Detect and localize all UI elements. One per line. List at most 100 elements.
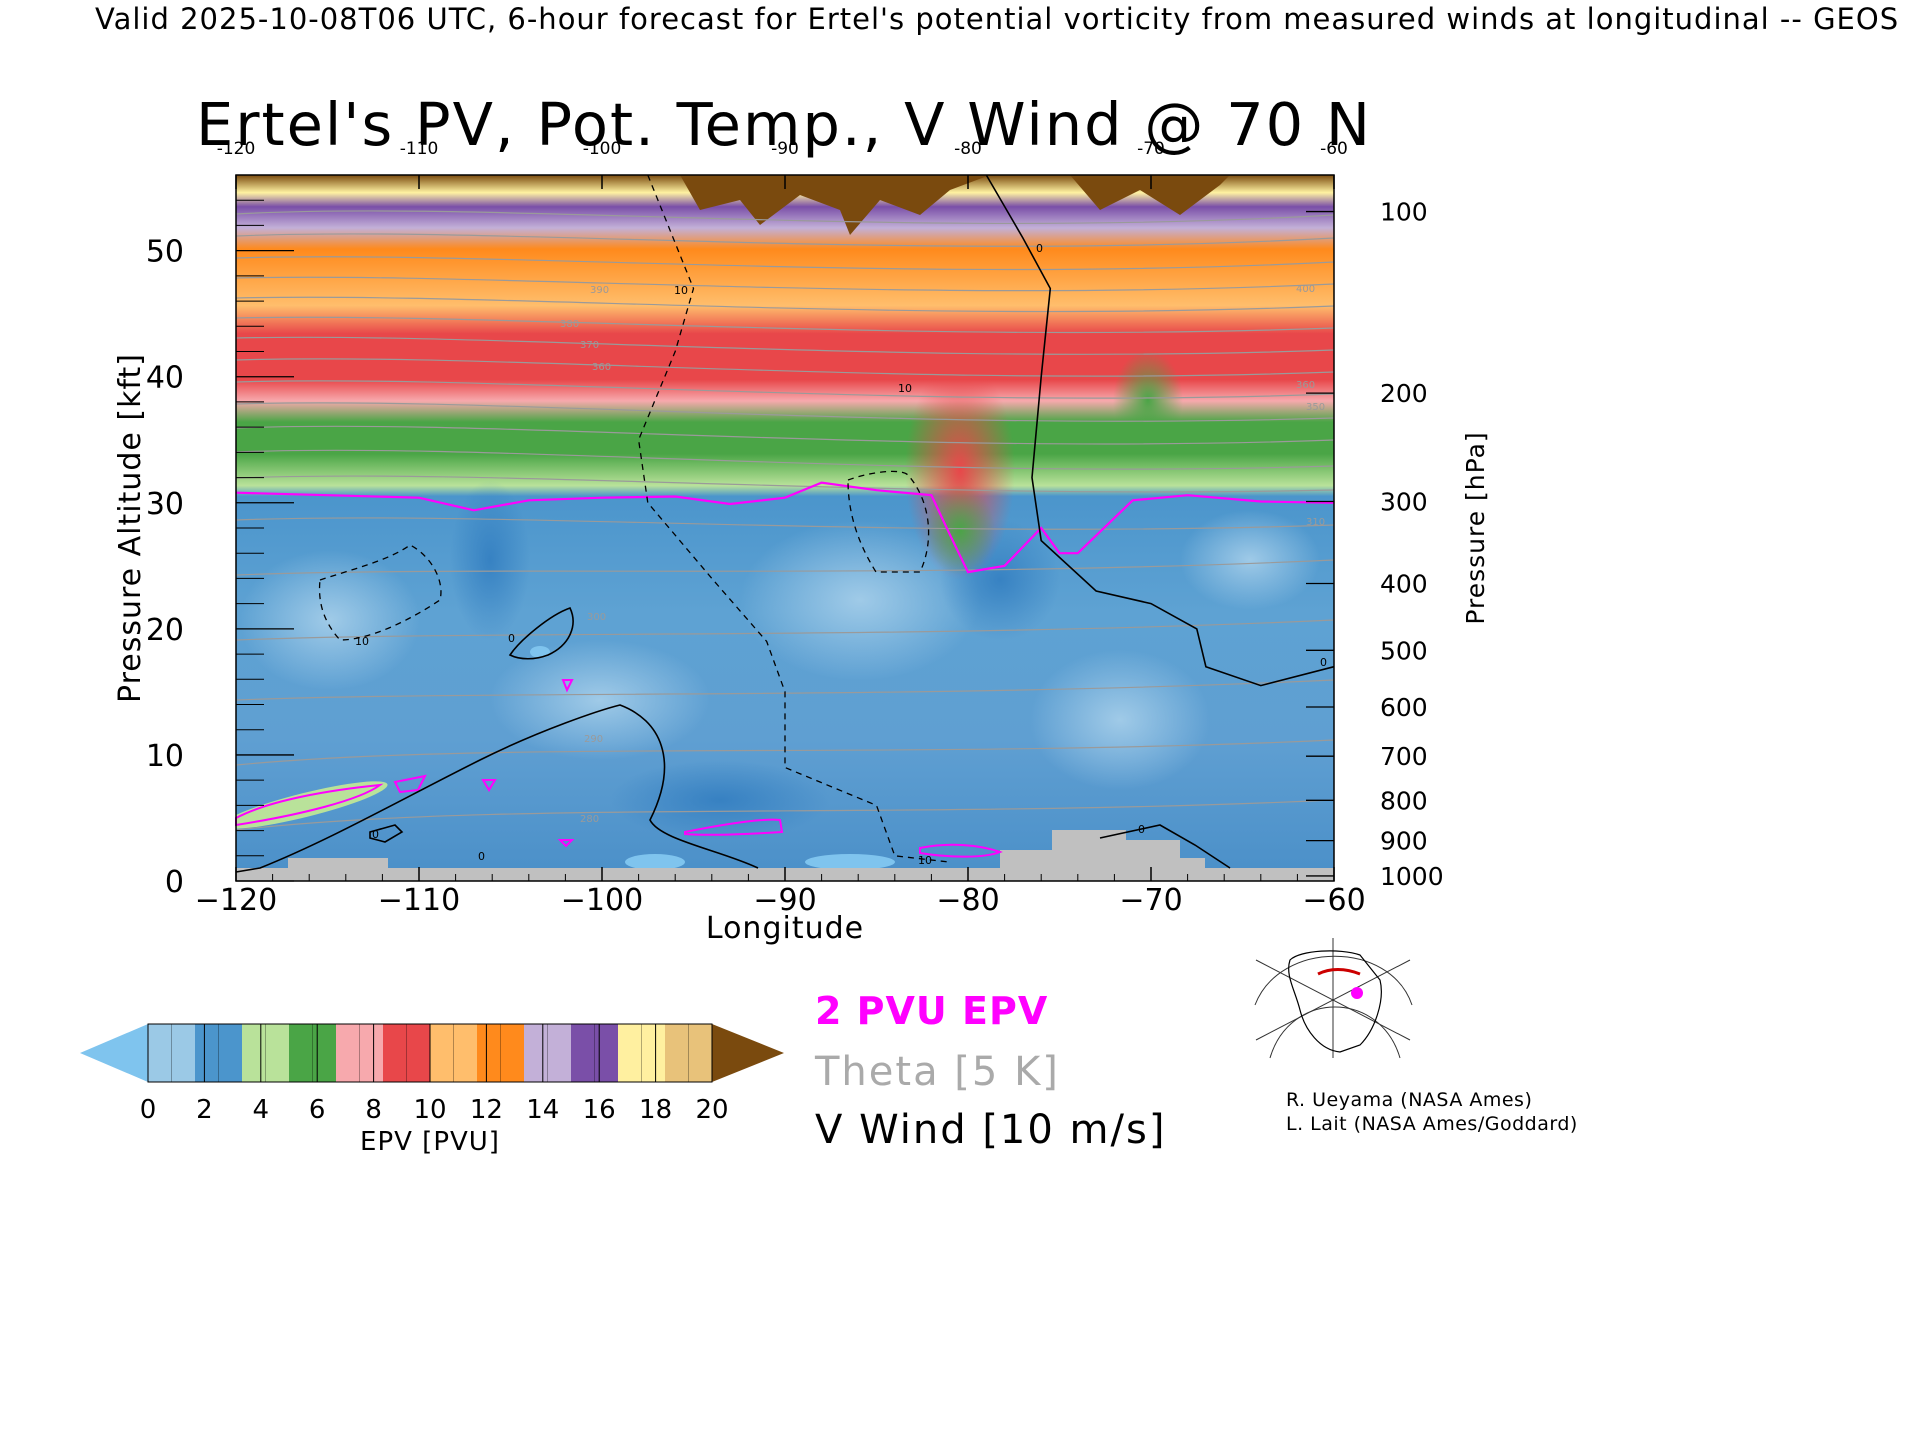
v-wind-zero-contour xyxy=(985,174,1335,687)
pv-light-surface xyxy=(805,854,895,870)
pressure-tick-label: 600 xyxy=(1380,693,1428,722)
colorbar-tick-label: 20 xyxy=(695,1095,728,1125)
colorbar-tick-label: 2 xyxy=(196,1095,213,1125)
x-top-tick-label: -60 xyxy=(1320,139,1348,159)
credit-line-2: L. Lait (NASA Ames/Goddard) xyxy=(1286,1113,1578,1135)
x-axis-bottom: −120 −110 −100 −90 −80 −70 −60 xyxy=(195,175,1366,918)
x-axis-top: -120 -110 -100 -90 -80 -70 -60 xyxy=(217,139,1348,159)
colorbar-tick-label: 6 xyxy=(309,1095,326,1125)
pv-light-patch xyxy=(1030,650,1210,790)
svg-text:360: 360 xyxy=(592,362,611,373)
x-top-tick-label: -90 xyxy=(771,139,799,159)
svg-text:0: 0 xyxy=(1036,242,1043,255)
svg-text:0: 0 xyxy=(508,632,515,645)
colorbar xyxy=(80,1023,784,1083)
x-tick-label: −100 xyxy=(561,883,643,918)
pv-low-streak xyxy=(236,781,388,829)
x-top-tick-label: -80 xyxy=(954,139,982,159)
y-tick-label: 20 xyxy=(146,613,184,648)
svg-text:0: 0 xyxy=(1320,656,1327,669)
pv-light-patch xyxy=(240,550,420,690)
svg-text:290: 290 xyxy=(584,734,603,745)
pv-top-brown xyxy=(1070,175,1230,215)
y-tick-label: 30 xyxy=(146,487,184,522)
locator-landmass xyxy=(1288,950,1382,1053)
pv-light-surface xyxy=(530,646,550,658)
x-top-tick-label: -120 xyxy=(217,139,256,159)
pressure-tick-label: 700 xyxy=(1380,742,1428,771)
colorbar-tick-label: 12 xyxy=(470,1095,503,1125)
svg-text:10: 10 xyxy=(674,284,688,297)
x-tick-label: −80 xyxy=(936,883,999,918)
pressure-tick-label: 800 xyxy=(1380,786,1428,815)
legend-pv: 2 PVU EPV xyxy=(815,989,1048,1033)
svg-text:10: 10 xyxy=(898,382,912,395)
legend-wind: V Wind [10 m/s] xyxy=(815,1107,1166,1153)
colorbar-tick-label: 10 xyxy=(413,1095,446,1125)
svg-text:310: 310 xyxy=(1306,517,1325,528)
svg-text:0: 0 xyxy=(1138,823,1145,836)
x-tick-label: −70 xyxy=(1119,883,1182,918)
theta-value-labels: 390 380 370 360 300 290 280 400 360 350 … xyxy=(560,284,1325,825)
v-wind-extra-contours xyxy=(235,470,1231,873)
svg-text:360: 360 xyxy=(1296,380,1315,391)
x-axis-label: Longitude xyxy=(706,911,864,946)
colorbar-frame xyxy=(147,1023,713,1083)
y-tick-label: 50 xyxy=(146,235,184,270)
svg-text:400: 400 xyxy=(1296,284,1315,295)
svg-text:10: 10 xyxy=(355,635,369,648)
y-tick-label: 10 xyxy=(146,739,184,774)
pv-light-surface xyxy=(625,854,685,870)
pressure-tick-label: 200 xyxy=(1380,379,1428,408)
colorbar-tick-label: 16 xyxy=(583,1095,616,1125)
colorbar-label: EPV [PVU] xyxy=(360,1127,500,1157)
theta-contours xyxy=(236,210,1334,831)
pv-light-patch xyxy=(1180,510,1320,610)
svg-text:300: 300 xyxy=(587,612,606,623)
svg-text:280: 280 xyxy=(580,814,599,825)
pv-light-patch xyxy=(490,640,710,760)
colorbar-tick-label: 0 xyxy=(140,1095,157,1125)
x-top-tick-label: -100 xyxy=(583,139,622,159)
locator-section-line xyxy=(1317,968,1361,976)
pv-light-patch xyxy=(740,520,980,680)
svg-text:0: 0 xyxy=(478,850,485,863)
y-axis-right: 100 200 300 400 500 600 700 800 900 1000 xyxy=(1306,198,1444,891)
svg-text:380: 380 xyxy=(560,319,579,330)
y-tick-label: 40 xyxy=(146,361,184,396)
pressure-tick-label: 1000 xyxy=(1380,862,1444,891)
x-top-tick-label: -110 xyxy=(400,139,439,159)
pressure-tick-label: 300 xyxy=(1380,488,1428,517)
colorbar-tick-label: 8 xyxy=(365,1095,382,1125)
pressure-tick-label: 500 xyxy=(1380,636,1428,665)
svg-text:0: 0 xyxy=(372,828,379,841)
pv2-small-contours xyxy=(235,679,1003,858)
y-axis-label-right: Pressure [hPa] xyxy=(1461,431,1490,624)
pressure-tick-label: 400 xyxy=(1380,569,1428,598)
colorbar-under-arrow xyxy=(80,1024,148,1082)
x-tick-label: −60 xyxy=(1302,883,1365,918)
x-top-tick-label: -70 xyxy=(1137,139,1165,159)
y-axis-left: 0 10 20 30 40 50 xyxy=(146,199,294,900)
header-text: Valid 2025-10-08T06 UTC, 6-hour forecast… xyxy=(95,2,1900,36)
v-wind-ten-contour xyxy=(637,174,950,863)
pv2-contour xyxy=(235,481,1335,574)
x-tick-label: −90 xyxy=(753,883,816,918)
colorbar-tick-label: 18 xyxy=(639,1095,672,1125)
colorbar-tick-label: 4 xyxy=(253,1095,270,1125)
chart-title: Ertel's PV, Pot. Temp., V Wind @ 70 N xyxy=(195,90,1373,159)
credit-line-1: R. Ueyama (NASA Ames) xyxy=(1286,1089,1533,1111)
colorbar-ticks: 0 2 4 6 8 10 12 14 16 18 20 xyxy=(140,1095,729,1125)
svg-text:390: 390 xyxy=(590,285,609,296)
colorbar-over-arrow xyxy=(712,1024,784,1082)
contour-value-labels: 0 10 10 10 0 0 0 10 0 0 xyxy=(355,242,1327,867)
y-tick-label: 0 xyxy=(165,865,184,900)
locator-point xyxy=(1351,987,1363,999)
svg-text:370: 370 xyxy=(580,340,599,351)
legend-theta: Theta [5 K] xyxy=(814,1049,1060,1095)
y-axis-label-left: Pressure Altitude [kft] xyxy=(113,353,148,703)
svg-text:350: 350 xyxy=(1306,402,1325,413)
terrain xyxy=(236,830,1334,881)
pv-fold-green xyxy=(925,485,995,575)
